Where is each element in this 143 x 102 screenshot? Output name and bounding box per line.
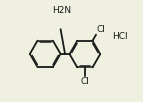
Text: H2N: H2N — [52, 6, 71, 15]
Text: Cl: Cl — [81, 76, 89, 85]
Text: Cl: Cl — [96, 25, 105, 34]
Text: HCl: HCl — [112, 32, 128, 41]
